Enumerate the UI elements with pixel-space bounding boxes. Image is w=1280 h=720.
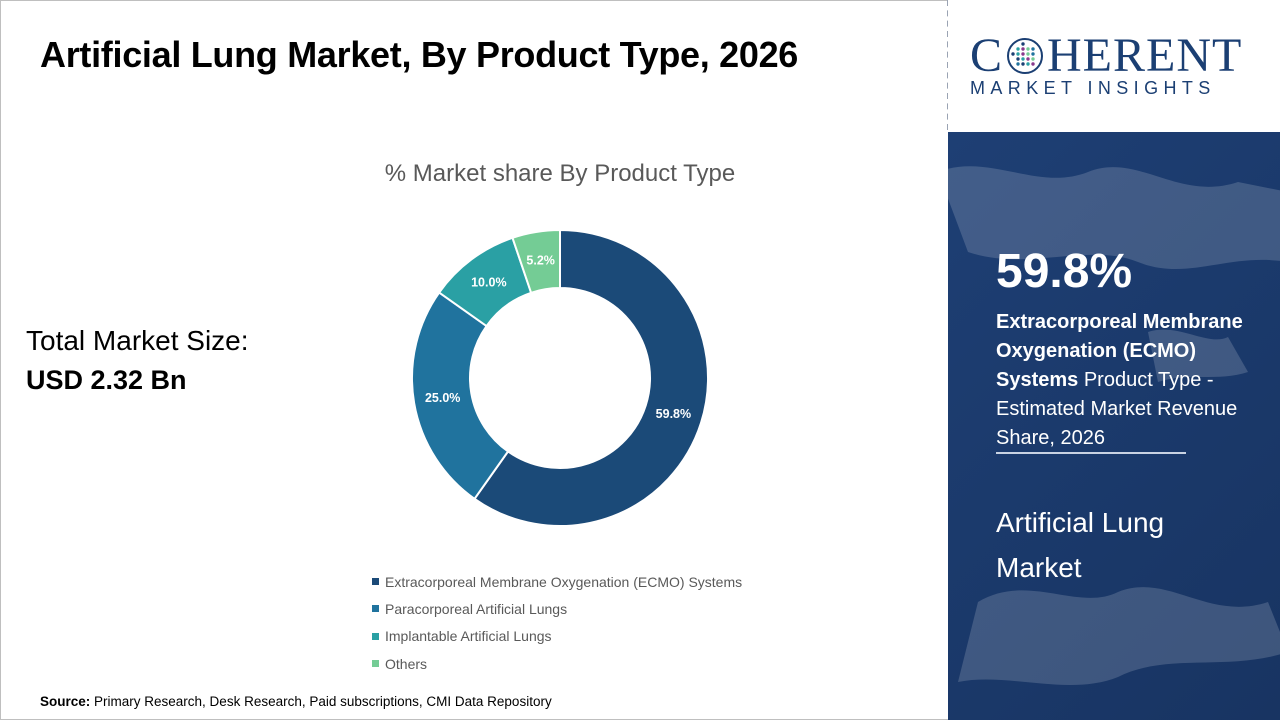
legend-item-others: Others xyxy=(372,650,742,677)
chart-title: % Market share By Product Type xyxy=(384,160,736,187)
legend-item-paracorporeal: Paracorporeal Artificial Lungs xyxy=(372,595,742,622)
company-logo: C HERENT MARKET INSIGHTS xyxy=(948,0,1280,132)
legend-swatch xyxy=(372,605,379,613)
legend-label: Extracorporeal Membrane Oxygenation (ECM… xyxy=(385,573,743,590)
donut-slice-ecmo xyxy=(473,228,709,527)
world-map-backdrop xyxy=(948,166,1280,685)
logo-globe-icon xyxy=(1007,37,1044,74)
donut-svg: 59.8% 25.0% 10.0% 5.2% xyxy=(411,228,709,527)
legend-label: Others xyxy=(385,655,428,672)
donut-label-implantable: 10.0% xyxy=(471,276,506,290)
source-note: Source: Primary Research, Desk Research,… xyxy=(40,694,552,709)
source-label: Source: xyxy=(40,694,91,709)
logo-letter-c: C xyxy=(970,29,1004,82)
highlight-caption: Product Type - Estimated Market Revenue … xyxy=(996,369,1238,449)
total-market-label: Total Market Size: xyxy=(26,325,249,356)
legend-label: Implantable Artificial Lungs xyxy=(385,628,552,645)
highlight-description: Extracorporeal Membrane Oxygenation (ECM… xyxy=(996,308,1256,453)
donut-label-others: 5.2% xyxy=(526,254,555,268)
donut-slice-others xyxy=(511,228,561,295)
legend-swatch xyxy=(372,578,379,586)
legend-swatch xyxy=(372,660,379,668)
page-title: Artificial Lung Market, By Product Type,… xyxy=(40,34,799,75)
highlight-market-name: Artificial Lung Market xyxy=(996,507,1165,583)
legend-item-implantable: Implantable Artificial Lungs xyxy=(372,623,742,650)
highlight-segment: Extracorporeal Membrane Oxygenation (ECM… xyxy=(996,311,1243,391)
logo-word-rest: HERENT xyxy=(1047,29,1243,82)
donut-label-paracorporeal: 25.0% xyxy=(425,391,460,405)
highlight-underline xyxy=(996,452,1186,454)
highlight-value: 59.8% xyxy=(996,245,1133,298)
logo-wordmark: C HERENT xyxy=(970,28,1242,83)
chart-legend: Extracorporeal Membrane Oxygenation (ECM… xyxy=(372,568,742,677)
logo-tagline: MARKET INSIGHTS xyxy=(970,78,1216,98)
legend-swatch xyxy=(372,632,379,640)
legend-label: Paracorporeal Artificial Lungs xyxy=(385,600,568,617)
donut-label-ecmo: 59.8% xyxy=(656,407,691,421)
donut-slice-paracorporeal xyxy=(411,291,510,501)
highlight-panel: 59.8% Extracorporeal Membrane Oxygenatio… xyxy=(948,132,1280,720)
source-text: Primary Research, Desk Research, Paid su… xyxy=(94,694,552,709)
total-market-value: USD 2.32 Bn xyxy=(26,365,187,395)
legend-item-ecmo: Extracorporeal Membrane Oxygenation (ECM… xyxy=(372,568,742,595)
donut-chart: 59.8% 25.0% 10.0% 5.2% % Market share By Pr… xyxy=(340,150,780,690)
